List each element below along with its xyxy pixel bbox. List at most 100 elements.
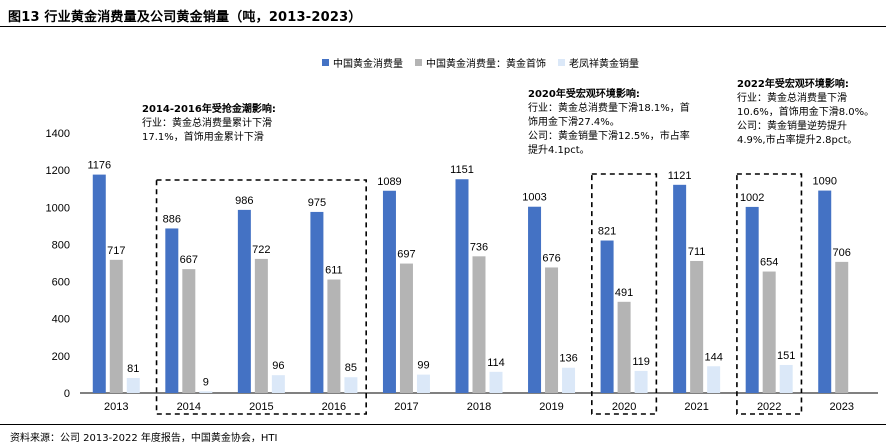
value-label-s2-2015: 722 (252, 244, 270, 256)
x-tick-label-2018: 2018 (467, 401, 491, 413)
annotation-2014-2016: 2014-2016年受抢金潮影响: 行业：黄金总消费量累计下滑 17.1%，首饰… (142, 103, 276, 145)
annotation-2022-line1: 行业：黄金总消费量下滑 (737, 93, 847, 104)
y-tick-label-2: 400 (52, 314, 70, 326)
highlight-box-2014-2016 (155, 179, 367, 415)
bar-s1-2017 (382, 190, 396, 393)
value-label-s2-2023: 706 (833, 247, 851, 259)
bar-s3-2020 (634, 370, 648, 393)
value-label-s3-2019: 136 (559, 353, 577, 365)
value-label-s3-2013: 81 (127, 363, 139, 375)
legend: 中国黄金消费量 中国黄金消费量：黄金首饰 老凤祥黄金销量 (322, 55, 639, 70)
bar-s3-2016 (344, 377, 358, 393)
value-label-s2-2021: 711 (688, 246, 706, 258)
annotation-2020-head: 2020年受宏观环境影响: (528, 89, 640, 100)
bar-s3-2022 (779, 364, 793, 393)
bar-s2-2023 (835, 261, 849, 393)
chart-title: 图13 行业黄金消费量及公司黄金销量（吨，2013-2023） (8, 10, 362, 25)
bar-s1-2022 (745, 206, 759, 393)
annotation-2022-line2: 10.6%，首饰用金下滑8.0%。 (737, 107, 875, 118)
source-note: 资料来源：公司 2013-2022 年度报告，中国黄金协会，HTI (10, 433, 278, 444)
bar-s1-2021 (673, 184, 687, 393)
bar-s2-2013 (109, 259, 123, 393)
annotation-2020-line1: 行业：黄金总消费量下滑18.1%，首 (528, 103, 690, 114)
value-label-s3-2022: 151 (777, 350, 795, 362)
annotation-2022-head: 2022年受宏观环境影响: (737, 79, 849, 90)
annotation-2020: 2020年受宏观环境影响: 行业：黄金总消费量下滑18.1%，首 饰用金下滑27… (528, 88, 690, 158)
value-label-s2-2013: 717 (107, 245, 125, 257)
highlight-box-2022 (736, 173, 803, 415)
legend-item-1: 中国黄金消费量 (322, 55, 403, 70)
bar-s3-2013 (126, 377, 140, 393)
bar-s2-2021 (690, 260, 704, 393)
value-label-s2-2017: 697 (397, 249, 415, 261)
x-tick-label-2022: 2022 (757, 401, 781, 413)
value-label-s1-2013: 1176 (87, 160, 111, 172)
value-label-s2-2018: 736 (470, 241, 488, 253)
bar-s2-2017 (399, 263, 413, 393)
y-tick-label-7: 1400 (46, 128, 70, 140)
x-tick-label-2013: 2013 (104, 401, 128, 413)
value-label-s3-2015: 96 (272, 360, 284, 372)
bar-s3-2015 (271, 375, 285, 393)
annotation-2020-line2: 饰用金下滑27.4%。 (528, 117, 620, 128)
bar-s1-2013 (92, 174, 106, 393)
annotation-2014-line2: 17.1%，首饰用金累计下滑 (142, 132, 264, 143)
value-label-s3-2017: 99 (417, 360, 429, 372)
x-tick-label-2017: 2017 (394, 401, 418, 413)
annotation-2014-head: 2014-2016年受抢金潮影响: (142, 104, 276, 115)
legend-label-1: 中国黄金消费量 (333, 59, 403, 70)
source-rule (0, 424, 886, 425)
x-tick-label-2023: 2023 (829, 401, 853, 413)
value-label-s1-2017: 1089 (377, 176, 401, 188)
annotation-2022-line3: 公司：黄金销量逆势提升 (737, 121, 847, 132)
highlight-box-2020 (591, 173, 658, 415)
bar-s1-2019 (528, 206, 542, 393)
y-tick-label-4: 800 (52, 239, 70, 251)
y-tick-label-5: 1000 (46, 202, 70, 214)
legend-label-2: 中国黄金消费量：黄金首饰 (426, 59, 546, 70)
value-label-s2-2016: 611 (325, 265, 343, 277)
y-tick-label-6: 1200 (46, 165, 70, 177)
x-tick-label-2019: 2019 (539, 401, 563, 413)
value-label-s1-2019: 1003 (522, 192, 546, 204)
bar-s2-2018 (472, 256, 486, 393)
value-label-s2-2019: 676 (542, 252, 560, 264)
bar-s2-2019 (545, 267, 559, 393)
value-label-s3-2016: 85 (345, 362, 357, 374)
bar-s2-2015 (254, 258, 268, 393)
bar-s3-2017 (416, 374, 430, 393)
y-tick-label-3: 600 (52, 277, 70, 289)
value-label-s3-2018: 114 (487, 357, 505, 369)
legend-swatch-3 (558, 59, 565, 66)
annotation-2022: 2022年受宏观环境影响: 行业：黄金总消费量下滑 10.6%，首饰用金下滑8.… (737, 78, 874, 148)
value-label-s1-2020: 821 (598, 226, 616, 238)
value-label-s1-2014: 886 (163, 213, 181, 225)
legend-item-2: 中国黄金消费量：黄金首饰 (415, 55, 546, 70)
annotation-2020-line3: 公司：黄金销量下滑12.5%，市占率 (528, 131, 690, 142)
bar-s1-2015 (237, 209, 251, 393)
bar-s1-2023 (818, 190, 832, 393)
value-label-s2-2014: 667 (180, 254, 198, 266)
bar-s2-2016 (327, 279, 341, 393)
x-tick-label-2014: 2014 (177, 401, 201, 413)
annotation-2020-line4: 提升4.1pct。 (528, 145, 590, 156)
bar-s1-2016 (310, 211, 324, 393)
bar-s2-2020 (617, 301, 631, 393)
x-tick-label-2021: 2021 (684, 401, 708, 413)
bar-s3-2019 (562, 367, 576, 393)
value-label-s3-2014: 9 (203, 376, 209, 388)
legend-label-3: 老凤祥黄金销量 (569, 59, 639, 70)
value-label-s2-2022: 654 (760, 257, 778, 269)
bar-s3-2021 (707, 366, 721, 393)
value-label-s3-2020: 119 (632, 356, 650, 368)
bar-s1-2018 (455, 179, 469, 393)
legend-swatch-2 (415, 59, 422, 66)
value-label-s2-2020: 491 (615, 287, 633, 299)
annotation-2014-line1: 行业：黄金总消费量累计下滑 (142, 118, 272, 129)
bar-s1-2020 (600, 240, 614, 393)
bar-s3-2014 (199, 391, 213, 393)
bar-s3-2018 (489, 371, 503, 393)
x-tick-label-2020: 2020 (612, 401, 636, 413)
annotation-2022-line4: 4.9%,市占率提升2.8pct。 (737, 135, 858, 146)
